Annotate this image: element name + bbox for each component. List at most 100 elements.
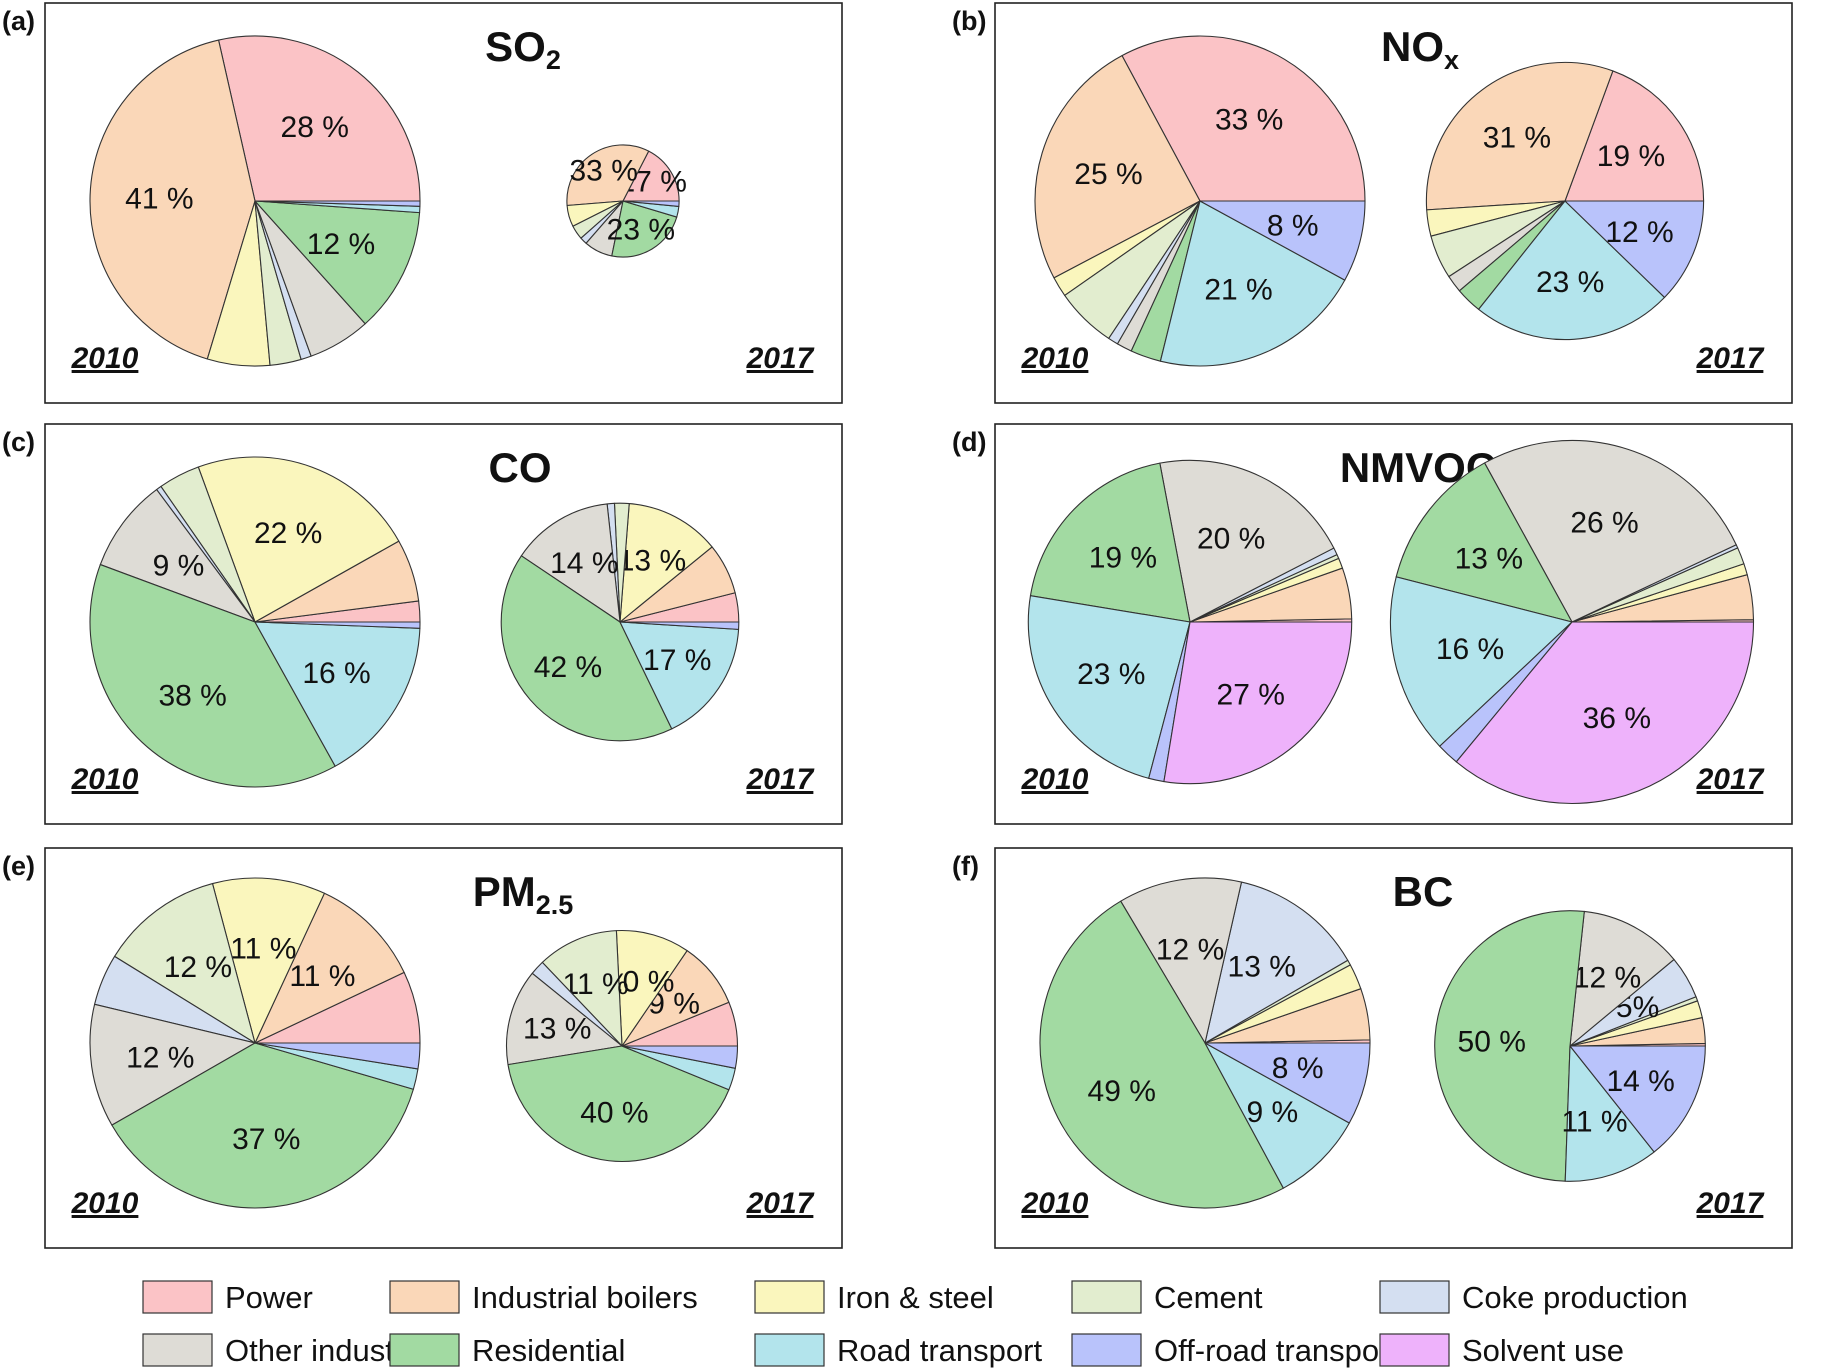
legend-swatch	[142, 1333, 213, 1367]
slice-label-solvent-use: 36 %	[1583, 702, 1651, 735]
pie-2010: 22 % 9 % 38 % 16 %	[89, 456, 421, 788]
slice-road-transport	[1478, 200, 1666, 341]
legend-swatch	[1379, 1333, 1450, 1367]
year-label-2017: 2017	[746, 1187, 815, 1220]
legend: Power Industrial boilers Iron & steel Cemen…	[142, 1280, 1688, 1368]
slice-label-power: 33 %	[1215, 104, 1283, 137]
panel-frame	[44, 2, 843, 404]
slice-industrial-boilers	[566, 144, 650, 207]
legend-item-cement: Cement	[1071, 1280, 1263, 1315]
slice-label-off-road-transport: 8 %	[1272, 1052, 1324, 1085]
slice-label-other-industries: 9 %	[153, 549, 205, 582]
slice-residential	[89, 564, 336, 788]
slice-other-industries	[1120, 877, 1243, 1044]
pie-2017: 5%12 %50 %11 %14 %	[1434, 910, 1706, 1182]
slice-industrial-boilers	[89, 39, 256, 360]
slice-off-road-transport	[621, 1045, 739, 1069]
slice-residential	[1029, 462, 1191, 623]
slice-industrial-boilers	[254, 892, 405, 1044]
slice-off-road-transport	[1204, 1042, 1371, 1124]
panel-title: PM2.5	[473, 868, 574, 920]
slice-label-residential: 42 %	[534, 651, 602, 684]
panel-co: (c) CO 22 % 9 % 38 % 16 % 2010 13 %14 % 42 % 17 %…	[2, 423, 843, 825]
slice-other-industries	[505, 972, 623, 1066]
panel-frame	[994, 847, 1793, 1249]
legend-label: Cement	[1154, 1280, 1263, 1315]
slice-label-cement: 12 %	[164, 951, 232, 984]
pie-2010: 33 % 25 % 21 % 8 %	[1034, 35, 1366, 367]
legend-item-iron-and-steel: Iron & steel	[754, 1280, 994, 1315]
slice-label-residential: 23 %	[607, 213, 675, 246]
slice-label-industrial-boilers: 33 %	[570, 155, 638, 188]
slice-label-residential: 37 %	[232, 1123, 300, 1156]
year-label-2010: 2010	[71, 763, 139, 796]
slice-label-road-transport: 9 %	[1246, 1096, 1298, 1129]
slice-label-power: 28 %	[281, 111, 349, 144]
slice-road-transport	[254, 621, 421, 767]
legend-swatch	[754, 1333, 825, 1367]
slice-road-transport	[1564, 1045, 1655, 1182]
legend-item-residential: Residential	[389, 1333, 625, 1368]
slice-power	[1564, 70, 1705, 202]
slice-label-road-transport: 16 %	[302, 657, 370, 690]
year-label-2017: 2017	[1696, 342, 1765, 375]
slice-label-road-transport: 21 %	[1204, 273, 1272, 306]
slice-iron-and-steel	[619, 503, 713, 623]
slice-label-other-industries: 20 %	[1197, 523, 1265, 556]
slice-residential	[500, 555, 673, 742]
year-label-2017: 2017	[1696, 763, 1765, 796]
slice-label-off-road-transport: 8 %	[1267, 209, 1319, 242]
panel-title: SO2	[485, 23, 561, 75]
panel-title: BC	[1393, 868, 1454, 915]
slice-label-solvent-use: 27 %	[1217, 678, 1285, 711]
slice-other-industries	[1569, 910, 1675, 1047]
slice-label-coke-production: 13 %	[1228, 951, 1296, 984]
panel-title: NOx	[1381, 23, 1459, 75]
slice-industrial-boilers	[1425, 61, 1614, 211]
slice-label-residential: 50 %	[1458, 1025, 1526, 1058]
legend-swatch	[142, 1280, 213, 1314]
slice-coke-production	[1204, 881, 1349, 1044]
legend-item-solvent-use: Solvent use	[1379, 1333, 1624, 1368]
panel-frame	[994, 2, 1793, 404]
slice-off-road-transport	[619, 621, 740, 630]
slice-power	[622, 150, 680, 202]
slice-label-other-industries: 26 %	[1570, 507, 1638, 540]
panel-letter: (d)	[952, 427, 986, 457]
slice-other-industries	[520, 503, 621, 623]
slice-label-residential: 12 %	[307, 228, 375, 261]
slice-iron-and-steel	[615, 929, 688, 1047]
year-label-2017: 2017	[746, 763, 815, 796]
slice-road-transport	[1027, 595, 1191, 779]
slice-other-industries	[89, 1003, 256, 1126]
pie-2017: 17 %33 %23 %	[566, 144, 687, 258]
legend-swatch	[1379, 1280, 1450, 1314]
slice-solvent-use	[1163, 621, 1353, 785]
slice-label-iron-and-steel: 11 %	[230, 932, 296, 965]
legend-item-road-transport: Road transport	[754, 1333, 1042, 1368]
panel-title-subscript: 2.5	[536, 890, 574, 920]
slice-label-road-transport: 23 %	[1077, 658, 1145, 691]
slice-label-industrial-boilers: 25 %	[1074, 158, 1142, 191]
slice-power	[218, 35, 421, 202]
slice-label-road-transport: 11 %	[1561, 1105, 1627, 1138]
legend-label: Industrial boilers	[472, 1280, 698, 1315]
slice-label-iron-and-steel: 22 %	[254, 517, 322, 550]
legend-label: Coke production	[1462, 1280, 1688, 1315]
panel-letter: (e)	[2, 851, 35, 881]
panel-nox: (b) NOx 33 % 25 % 21 % 8 % 2010 19 % 31 % 23 %12 …	[952, 2, 1793, 404]
legend-label: Road transport	[837, 1333, 1042, 1368]
slice-residential	[111, 1042, 414, 1209]
slice-label-industrial-boilers: 41 %	[125, 182, 193, 215]
pie-2010: 20 % 19 % 23 % 27 %	[1027, 459, 1353, 785]
slice-road-transport	[1204, 1042, 1350, 1189]
slice-cement	[114, 883, 256, 1044]
panel-frame	[994, 423, 1793, 825]
legend-label: Power	[225, 1280, 313, 1315]
slice-label-power: 19 %	[1597, 140, 1665, 173]
legend-label: Solvent use	[1462, 1333, 1624, 1368]
panel-letter: (b)	[952, 6, 986, 36]
slice-label-residential: 19 %	[1089, 541, 1157, 574]
